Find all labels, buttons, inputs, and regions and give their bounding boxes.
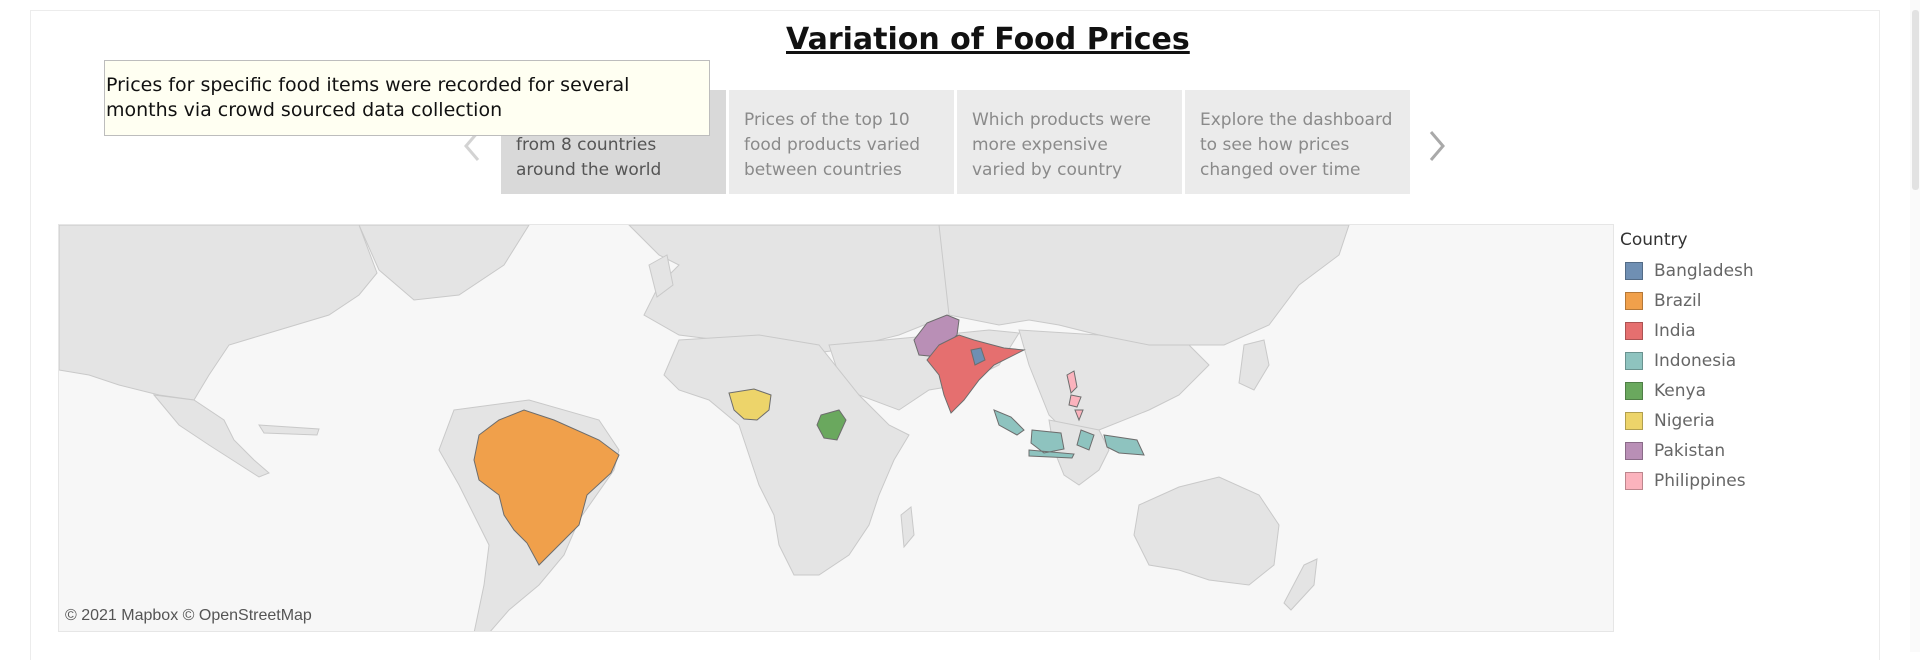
legend-item-india[interactable]: India — [1620, 316, 1754, 346]
africa-landmass — [663, 334, 910, 576]
story-point-2[interactable]: Prices of the top 10 food products varie… — [729, 90, 954, 194]
tooltip: Prices for specific food items were reco… — [104, 60, 710, 136]
japan-landmass — [1238, 339, 1270, 391]
story-point-text: Which products were more expensive varie… — [972, 110, 1151, 180]
legend-swatch — [1625, 472, 1643, 490]
scrollbar-thumb[interactable] — [1912, 10, 1919, 190]
europe-landmass — [628, 225, 950, 356]
legend-item-brazil[interactable]: Brazil — [1620, 286, 1754, 316]
madagascar-landmass — [900, 506, 915, 549]
caribbean-landmass — [258, 424, 320, 436]
story-point-text: Prices of the top 10 food products varie… — [744, 110, 921, 180]
legend-item-kenya[interactable]: Kenya — [1620, 376, 1754, 406]
greenland-landmass — [358, 225, 530, 301]
legend-swatch — [1625, 442, 1643, 460]
page-title: Variation of Food Prices — [786, 22, 1190, 57]
nigeria-region — [728, 388, 772, 421]
story-point-4[interactable]: Explore the dashboard to see how prices … — [1185, 90, 1410, 194]
brazil-region — [473, 409, 620, 566]
map-canvas — [59, 225, 1350, 631]
legend-label: Pakistan — [1654, 441, 1726, 461]
map-attribution[interactable]: © 2021 Mapbox © OpenStreetMap — [65, 607, 312, 624]
legend-item-indonesia[interactable]: Indonesia — [1620, 346, 1754, 376]
legend-label: Kenya — [1654, 381, 1707, 401]
chevron-left-icon[interactable] — [460, 126, 484, 166]
uk-landmass — [648, 254, 674, 298]
legend-swatch — [1625, 322, 1643, 340]
dashboard-frame — [30, 10, 1880, 660]
world-map[interactable]: © 2021 Mapbox © OpenStreetMap — [58, 224, 1614, 632]
legend-swatch — [1625, 352, 1643, 370]
story-point-text: Explore the dashboard to see how prices … — [1200, 110, 1393, 180]
country-legend: Country Bangladesh Brazil India Indonesi… — [1620, 230, 1754, 496]
indonesia-region — [993, 409, 1145, 459]
legend-swatch — [1625, 382, 1643, 400]
legend-swatch — [1625, 292, 1643, 310]
legend-swatch — [1625, 262, 1643, 280]
east-asia-landmass — [1018, 329, 1210, 436]
legend-item-nigeria[interactable]: Nigeria — [1620, 406, 1754, 436]
asia-landmass — [938, 225, 1350, 346]
kenya-region — [816, 409, 847, 441]
central-america-landmass — [152, 394, 270, 478]
legend-label: Indonesia — [1654, 351, 1737, 371]
north-america-landmass — [59, 225, 378, 401]
vertical-scrollbar[interactable] — [1910, 0, 1920, 652]
new-zealand-landmass — [1283, 558, 1318, 611]
bangladesh-region — [970, 347, 986, 366]
australia-landmass — [1133, 476, 1280, 586]
philippines-region — [1066, 370, 1084, 422]
legend-title: Country — [1620, 230, 1688, 250]
legend-label: Nigeria — [1654, 411, 1715, 431]
legend-item-bangladesh[interactable]: Bangladesh — [1620, 256, 1754, 286]
india-region — [926, 334, 1026, 414]
legend-swatch — [1625, 412, 1643, 430]
story-point-3[interactable]: Which products were more expensive varie… — [957, 90, 1182, 194]
legend-item-philippines[interactable]: Philippines — [1620, 466, 1754, 496]
legend-label: India — [1654, 321, 1696, 341]
legend-label: Philippines — [1654, 471, 1746, 491]
legend-item-pakistan[interactable]: Pakistan — [1620, 436, 1754, 466]
tooltip-text: Prices for specific food items were reco… — [106, 74, 630, 121]
legend-label: Brazil — [1654, 291, 1702, 311]
chevron-right-icon[interactable] — [1425, 126, 1449, 166]
legend-label: Bangladesh — [1654, 261, 1754, 281]
